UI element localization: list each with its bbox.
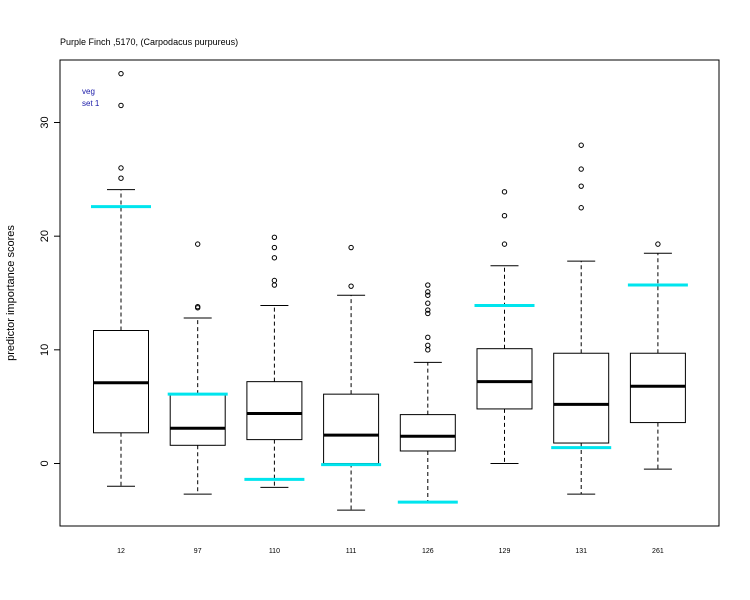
x-tick-label: 131 xyxy=(575,548,587,555)
outlier-point xyxy=(501,241,508,247)
outlier-point xyxy=(425,342,431,348)
legend-line-1: veg xyxy=(82,87,95,96)
outlier-point xyxy=(348,244,354,251)
y-tick-label: 20 xyxy=(39,230,51,242)
y-tick-label: 0 xyxy=(39,460,51,466)
legend-line-2: set 1 xyxy=(82,99,100,108)
outlier-point xyxy=(348,283,354,289)
box-iqr xyxy=(399,414,456,452)
outlier-point xyxy=(118,175,124,181)
x-tick-label: 12 xyxy=(117,548,125,555)
box-iqr xyxy=(169,393,226,446)
outlier-point xyxy=(425,289,431,295)
x-tick-label: 110 xyxy=(269,548,280,555)
outlier-point xyxy=(501,213,508,219)
outlier-point xyxy=(425,292,431,298)
x-tick-label: 129 xyxy=(499,548,511,555)
outlier-point xyxy=(425,334,431,341)
outlier-point xyxy=(118,70,124,77)
outlier-point xyxy=(271,282,278,288)
y-axis-label: predictor importance scores xyxy=(5,225,17,361)
outlier-point xyxy=(578,142,584,148)
outlier-point xyxy=(195,241,201,247)
box-iqr xyxy=(246,381,303,441)
outlier-point xyxy=(271,234,278,241)
y-tick-label: 10 xyxy=(39,344,51,356)
plot-frame xyxy=(59,59,720,527)
outlier-point xyxy=(655,241,661,247)
x-tick-label: 261 xyxy=(652,548,664,555)
chart-title: Purple Finch ,5170, (Carpodacus purpureu… xyxy=(60,37,238,47)
box-iqr xyxy=(553,352,610,444)
outlier-point xyxy=(578,205,584,211)
y-tick-label: 30 xyxy=(39,116,51,128)
outlier-point xyxy=(425,310,431,317)
box-iqr xyxy=(323,393,380,464)
box-iqr xyxy=(629,352,686,424)
outlier-point xyxy=(118,165,124,171)
outlier-point xyxy=(578,166,584,172)
outlier-point xyxy=(425,300,431,306)
x-tick-label: 126 xyxy=(422,548,434,555)
outlier-point xyxy=(118,102,124,109)
outlier-point xyxy=(425,307,431,313)
outlier-point xyxy=(425,347,431,353)
box-iqr xyxy=(476,348,533,410)
outlier-point xyxy=(425,282,431,288)
x-tick-label: 97 xyxy=(194,548,202,555)
x-tick-label: 111 xyxy=(346,548,357,555)
outlier-point xyxy=(271,277,278,284)
outlier-point xyxy=(271,255,278,261)
outlier-point xyxy=(501,189,508,195)
plot-area: 0 10 20 30 12 97 110 111 126 129 131 261 xyxy=(39,59,720,555)
outlier-point xyxy=(578,183,584,189)
outlier-point xyxy=(195,303,201,310)
outlier-point xyxy=(271,244,278,251)
